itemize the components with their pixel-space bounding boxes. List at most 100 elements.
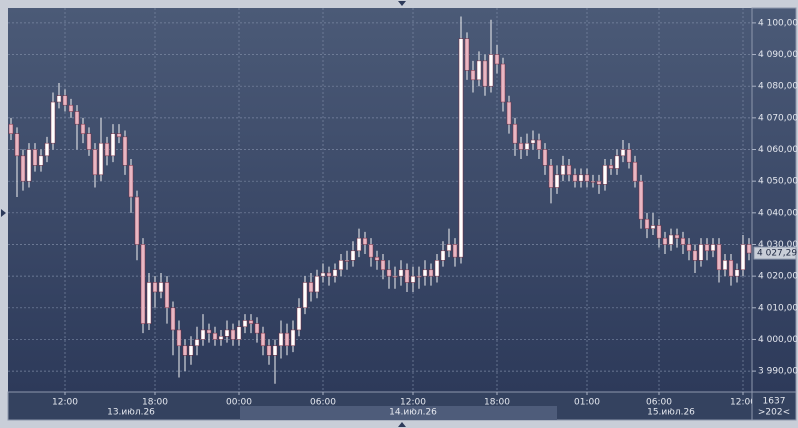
candle-body <box>8 123 14 134</box>
y-tick-label: 4 080,00 <box>758 82 798 92</box>
y-tick-label: 3 990,00 <box>758 367 798 377</box>
candle-body <box>236 326 242 340</box>
x-tick-label: 00:00 <box>226 398 252 408</box>
candle-body <box>146 282 152 324</box>
x-tick-label: 06:00 <box>646 398 672 408</box>
candle-body <box>464 38 470 71</box>
candle-body <box>188 345 194 356</box>
candle-body <box>692 250 698 261</box>
x-tick-label: 12:00 <box>400 398 426 408</box>
candle-body <box>638 180 644 220</box>
candle-body <box>152 282 158 293</box>
date-highlight <box>240 406 557 420</box>
candle-body <box>290 329 296 347</box>
y-tick-label: 4 100,00 <box>758 18 798 28</box>
candle-body <box>368 244 374 258</box>
candle-body <box>254 323 260 334</box>
x-tick-label: 01:00 <box>574 398 600 408</box>
candle-body <box>596 180 602 185</box>
candle-body <box>560 165 566 176</box>
candle-body <box>656 225 662 239</box>
scroll-marker <box>398 1 406 6</box>
candle-body <box>320 272 326 277</box>
candle-body <box>518 142 524 150</box>
candle-body <box>584 174 590 182</box>
candle-body <box>404 269 410 283</box>
last-price-label: 4 027,29 <box>757 249 797 259</box>
candle-body <box>614 155 620 169</box>
x-tick-label: 12:00 <box>730 398 756 408</box>
candle-body <box>20 155 26 182</box>
y-tick-label: 4 050,00 <box>758 177 798 187</box>
candle-body <box>308 282 314 293</box>
candle-body <box>224 329 230 337</box>
scroll-marker <box>398 422 406 427</box>
candle-body <box>530 139 536 144</box>
y-tick-label: 4 010,00 <box>758 303 798 313</box>
candle-body <box>74 111 80 125</box>
candle-body <box>398 269 404 277</box>
candle-body <box>362 237 368 245</box>
candle-body <box>50 101 56 144</box>
candle-body <box>710 244 716 252</box>
candle-body <box>92 149 98 176</box>
candle-body <box>620 149 626 157</box>
candle-body <box>740 244 746 271</box>
candle-body <box>206 329 212 334</box>
candle-body <box>248 320 254 324</box>
candle-body <box>194 339 200 347</box>
candle-body <box>386 269 392 277</box>
x-tick-label: 18:00 <box>484 398 510 408</box>
candle-body <box>446 244 452 252</box>
y-tick-label: 4 030,00 <box>758 240 798 250</box>
candle-body <box>572 174 578 182</box>
candle-body <box>662 237 668 245</box>
candle-body <box>200 329 206 340</box>
candles <box>8 16 752 384</box>
candle-body <box>260 332 266 347</box>
candle-body <box>590 180 596 183</box>
y-tick-label: 4 090,00 <box>758 50 798 60</box>
candle-body <box>68 104 74 112</box>
candle-body <box>668 234 674 245</box>
candle-body <box>140 244 146 324</box>
candle-body <box>680 237 686 245</box>
candle-body <box>686 244 692 252</box>
candle-body <box>470 70 476 81</box>
candle-body <box>98 142 104 176</box>
candle-body <box>242 320 248 328</box>
candle-body <box>14 133 20 157</box>
date-label: 15.июл.26 <box>647 408 695 418</box>
candle-body <box>134 196 140 245</box>
candle-body <box>38 155 44 166</box>
candle-body <box>158 282 164 293</box>
candle-body <box>380 260 386 271</box>
x-tick-label: 18:00 <box>142 398 168 408</box>
candle-body <box>104 142 110 157</box>
candle-body <box>674 234 680 239</box>
candle-body <box>422 269 428 277</box>
candle-body <box>650 225 656 229</box>
candle-body <box>542 149 548 166</box>
corner-label: >202< <box>758 408 790 418</box>
candle-body <box>122 136 128 166</box>
candle-body <box>296 307 302 331</box>
x-axis: 12:00 18:00 00:00 06:00 12:00 18:00 01:00 06:00… <box>52 392 756 418</box>
candle-body <box>578 174 584 182</box>
candle-body <box>746 244 752 254</box>
x-tick-label: 06:00 <box>310 398 336 408</box>
corner-box <box>751 391 797 421</box>
candle-body <box>128 165 134 198</box>
candle-body <box>410 275 416 283</box>
candle-body <box>716 244 722 271</box>
scroll-marker <box>1 209 6 217</box>
date-label: 13.июл.26 <box>107 408 155 418</box>
corner-label: 1637 <box>763 397 786 407</box>
candle-body <box>608 165 614 169</box>
candle-body <box>56 95 62 103</box>
candle-body <box>302 282 308 309</box>
candle-body <box>416 275 422 278</box>
candle-body <box>218 336 224 340</box>
candle-body <box>698 244 704 261</box>
candle-body <box>284 332 290 347</box>
